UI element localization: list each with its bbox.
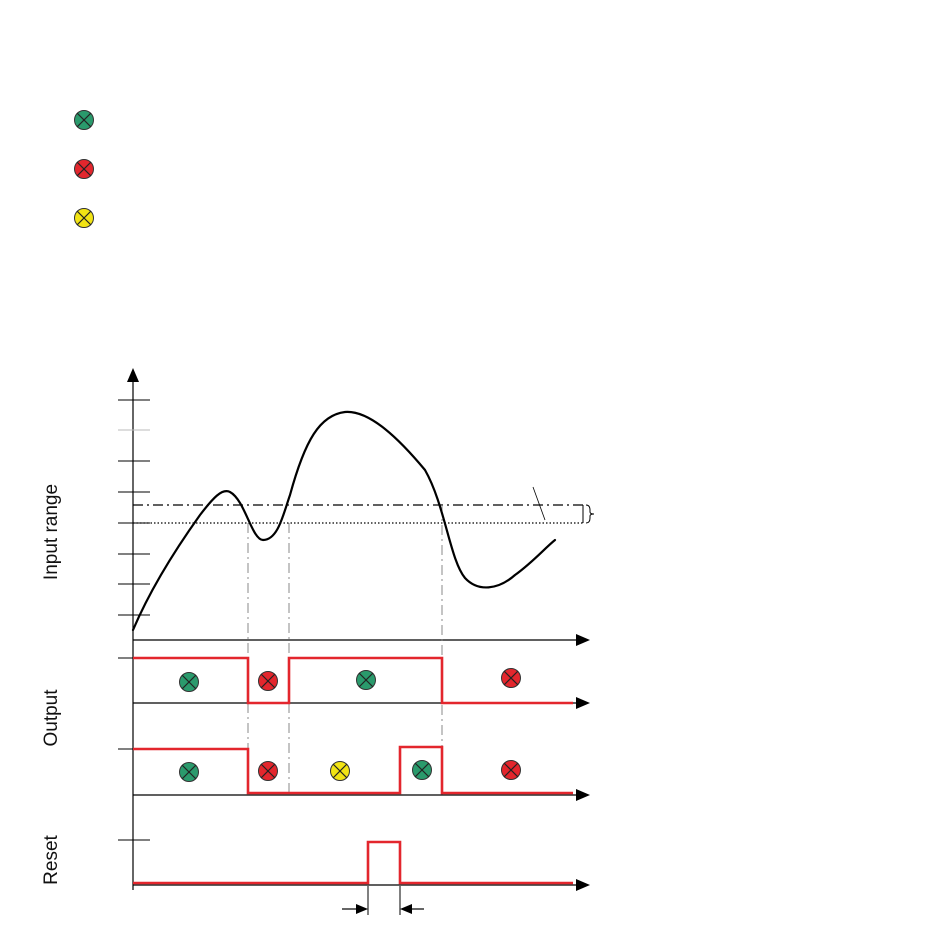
reset-channel xyxy=(118,839,590,891)
output2-yellow-lamp-icon xyxy=(330,761,350,781)
input-signal-curve xyxy=(131,410,557,632)
reset-label: Reset xyxy=(41,834,62,884)
input-time-axis xyxy=(133,634,590,646)
output2-red-lamp-icon xyxy=(501,760,521,780)
threshold-band xyxy=(133,486,595,524)
output1-green-lamp-icon xyxy=(179,672,199,692)
output-label: Output xyxy=(41,689,62,747)
pulse-width-marker xyxy=(342,886,424,915)
output2-green-lamp-icon xyxy=(412,760,432,780)
legend-red-lamp-icon xyxy=(74,159,94,179)
input-y-axis xyxy=(118,368,150,890)
output1-signal xyxy=(133,656,573,705)
output1-red-lamp-icon xyxy=(258,671,278,691)
legend-green-lamp-icon xyxy=(74,110,94,130)
legend xyxy=(74,110,94,228)
input-range-label: Input range xyxy=(41,484,62,580)
reset-signal xyxy=(133,840,573,885)
left-arrow-icon xyxy=(400,904,412,914)
output2-signal xyxy=(133,745,573,795)
output1-red-lamp-icon xyxy=(501,668,521,688)
output2-channel xyxy=(118,745,590,801)
switch-guides xyxy=(247,505,443,795)
output2-green-lamp-icon xyxy=(179,762,199,782)
output2-red-lamp-icon xyxy=(258,761,278,781)
legend-yellow-lamp-icon xyxy=(74,208,94,228)
right-arrow-icon xyxy=(356,904,368,914)
hysteresis-brace xyxy=(585,504,595,524)
output1-green-lamp-icon xyxy=(356,670,376,690)
output1-channel xyxy=(118,656,590,709)
